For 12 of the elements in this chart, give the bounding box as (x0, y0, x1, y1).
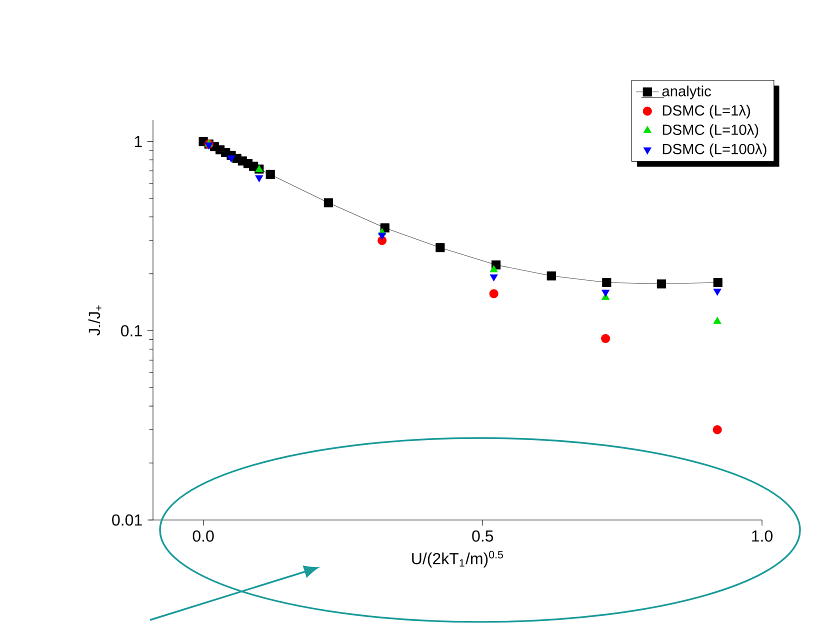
x-axis-title: U/(2kT$_{1}$/m)$^{0.5}$ (412, 550, 503, 568)
y-tick-label: 0.1 (120, 325, 142, 336)
x-tick-label: 0.5 (472, 530, 494, 542)
y-axis-title: J$_{-}$/J$_{+}$ (88, 305, 102, 336)
x-tick-label: 1.0 (752, 530, 773, 542)
y-tick-label: 1 (134, 136, 142, 148)
x-tick-label: 0.0 (192, 530, 214, 542)
legend-label: DSMC (L=100λ) (662, 144, 766, 158)
legend-label: DSMC (L=1λ) (662, 104, 750, 119)
y-tick-label: 0.01 (112, 514, 142, 526)
legend-label: DSMC (L=10λ) (662, 124, 758, 138)
legend-label: analytic (662, 86, 712, 100)
